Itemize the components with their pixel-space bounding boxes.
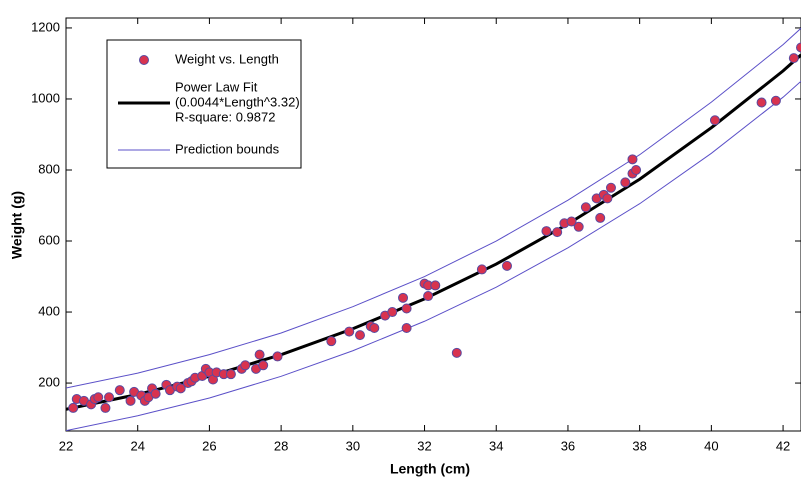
data-point <box>621 178 630 187</box>
data-point <box>603 194 612 203</box>
data-point <box>574 222 583 231</box>
legend: Weight vs. Length Power Law Fit(0.0044*Le… <box>107 40 301 168</box>
data-point <box>327 337 336 346</box>
y-tick-label: 1000 <box>31 90 60 105</box>
data-point <box>388 308 397 317</box>
data-point <box>797 43 801 52</box>
x-tick-label: 42 <box>776 438 790 453</box>
y-tick-label: 600 <box>38 232 60 247</box>
x-axis-label: Length (cm) <box>390 461 470 477</box>
legend-label: Weight vs. Length <box>175 51 279 66</box>
y-tick-label: 400 <box>38 303 60 318</box>
data-point <box>424 292 433 301</box>
data-point <box>402 304 411 313</box>
x-tick-label: 40 <box>704 438 718 453</box>
data-point <box>255 350 264 359</box>
x-tick-label: 24 <box>130 438 144 453</box>
data-point <box>606 183 615 192</box>
data-point <box>596 213 605 222</box>
data-point <box>273 352 282 361</box>
data-point <box>710 116 719 125</box>
data-point <box>126 396 135 405</box>
data-point <box>632 165 641 174</box>
x-tick-label: 22 <box>59 438 73 453</box>
data-point <box>115 386 124 395</box>
data-point <box>226 370 235 379</box>
data-point <box>553 228 562 237</box>
x-tick-label: 38 <box>632 438 646 453</box>
data-point <box>789 54 798 63</box>
y-axis-label: Weight (g) <box>9 191 25 259</box>
x-tick-label: 26 <box>202 438 216 453</box>
legend-r-square: R-square: 0.9872 <box>175 109 275 124</box>
data-point <box>542 227 551 236</box>
data-point <box>628 155 637 164</box>
data-point <box>431 281 440 290</box>
x-tick-label: 28 <box>274 438 288 453</box>
legend-equation: (0.0044*Length^3.32) <box>175 94 300 109</box>
y-tick-label: 800 <box>38 161 60 176</box>
data-point <box>581 203 590 212</box>
data-point <box>356 331 365 340</box>
legend-label: Power Law Fit <box>175 79 258 94</box>
data-point <box>757 98 766 107</box>
data-point <box>345 327 354 336</box>
y-tick-label: 200 <box>38 374 60 389</box>
legend-marker <box>140 56 149 65</box>
x-tick-label: 32 <box>417 438 431 453</box>
data-point <box>771 96 780 105</box>
data-point <box>69 403 78 412</box>
data-point <box>151 389 160 398</box>
data-point <box>241 361 250 370</box>
data-point <box>94 393 103 402</box>
data-point <box>101 403 110 412</box>
data-point <box>370 324 379 333</box>
legend-label: Prediction bounds <box>175 141 280 156</box>
data-point <box>402 324 411 333</box>
data-point <box>259 361 268 370</box>
data-point <box>477 265 486 274</box>
y-tick-label: 1200 <box>31 19 60 34</box>
x-tick-label: 34 <box>489 438 503 453</box>
x-tick-label: 30 <box>346 438 360 453</box>
data-point <box>503 261 512 270</box>
data-point <box>105 393 114 402</box>
x-tick-label: 36 <box>561 438 575 453</box>
data-point <box>452 348 461 357</box>
data-point <box>399 293 408 302</box>
